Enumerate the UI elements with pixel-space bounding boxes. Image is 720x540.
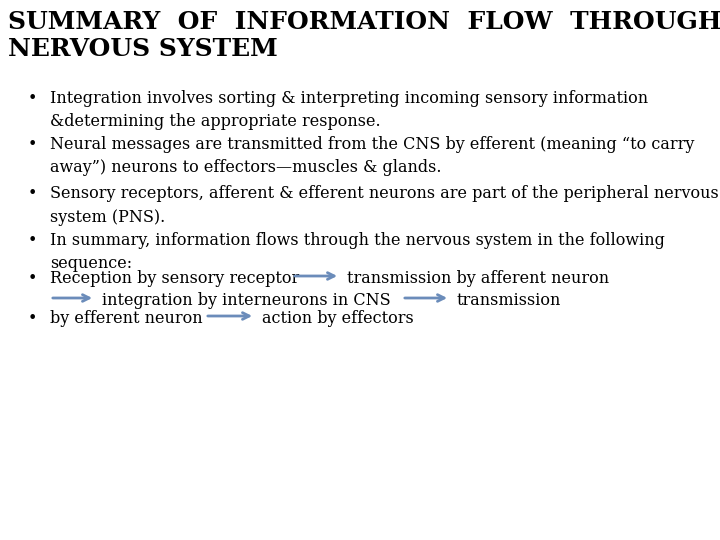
Text: integration by interneurons in CNS: integration by interneurons in CNS [102,292,391,309]
Text: In summary, information flows through the nervous system in the following
sequen: In summary, information flows through th… [50,232,665,273]
Text: by efferent neuron: by efferent neuron [50,310,202,327]
Text: Neural messages are transmitted from the CNS by efferent (meaning “to carry
away: Neural messages are transmitted from the… [50,136,694,177]
Text: •: • [28,90,37,107]
Text: transmission by afferent neuron: transmission by afferent neuron [347,270,609,287]
Text: •: • [28,270,37,287]
Text: •: • [28,232,37,249]
Text: •: • [28,136,37,153]
Text: SUMMARY  OF  INFORMATION  FLOW  THROUGH: SUMMARY OF INFORMATION FLOW THROUGH [8,10,720,34]
Text: Reception by sensory receptor: Reception by sensory receptor [50,270,300,287]
Text: transmission: transmission [457,292,562,309]
Text: NERVOUS SYSTEM: NERVOUS SYSTEM [8,37,278,61]
Text: •: • [28,185,37,202]
Text: action by effectors: action by effectors [262,310,414,327]
Text: •: • [28,310,37,327]
Text: Integration involves sorting & interpreting incoming sensory information
&determ: Integration involves sorting & interpret… [50,90,648,131]
Text: Sensory receptors, afferent & efferent neurons are part of the peripheral nervou: Sensory receptors, afferent & efferent n… [50,185,719,226]
